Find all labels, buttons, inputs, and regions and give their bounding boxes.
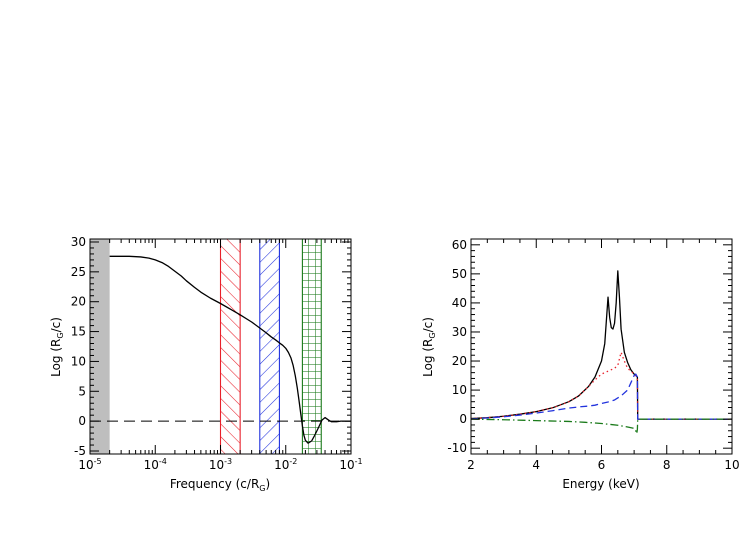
right-plot-frame <box>470 238 733 455</box>
shaded-band-3 <box>302 239 322 454</box>
y-tick-label-1: 0 <box>78 414 86 428</box>
x-tick-label-2: 6 <box>598 458 606 472</box>
series-line-0 <box>471 270 732 420</box>
y-tick-label-0: -10 <box>447 441 467 455</box>
y-tick-label-3: 10 <box>71 354 86 368</box>
right-x-axis-label: Energy (keV) <box>562 477 639 491</box>
x-tick-label-2: 10-3 <box>209 457 232 472</box>
right-ticks <box>470 239 733 454</box>
left-curves <box>109 255 351 444</box>
series-line-2 <box>471 373 732 420</box>
shaded-band-2 <box>259 239 280 454</box>
y-tick-label-7: 60 <box>452 238 467 252</box>
y-tick-label-5: 40 <box>452 296 467 310</box>
y-tick-label-5: 20 <box>71 295 86 309</box>
right-tick-labels: 2 4 6 8 10 -10 0 10 20 30 40 50 60 <box>447 238 739 472</box>
left-tick-labels: 10-5 10-4 10-3 10-2 10-1 -5 0 5 10 15 20 25 30 <box>71 235 363 472</box>
left-chart: 10-5 10-4 10-3 10-2 10-1 -5 0 5 10 15 20 25 30 Frequ… <box>49 235 363 493</box>
y-tick-label-3: 20 <box>452 354 467 368</box>
y-tick-label-0: -5 <box>74 444 86 458</box>
y-tick-label-4: 15 <box>71 325 86 339</box>
y-tick-label-7: 30 <box>71 235 86 249</box>
right-curves <box>471 270 732 435</box>
y-tick-label-2: 10 <box>452 383 467 397</box>
y-tick-label-1: 0 <box>459 412 467 426</box>
right-y-axis-label: Log (RG/c) <box>421 317 437 377</box>
y-tick-label-4: 30 <box>452 325 467 339</box>
shaded-band-0 <box>90 239 110 454</box>
right-chart: 2 4 6 8 10 -10 0 10 20 30 40 50 60 Energy (keV) Log … <box>421 238 740 491</box>
left-bands <box>90 239 322 454</box>
shaded-band-1 <box>220 239 241 454</box>
x-tick-label-1: 4 <box>532 458 540 472</box>
x-tick-label-0: 2 <box>467 458 475 472</box>
x-tick-label-3: 8 <box>663 458 671 472</box>
left-x-axis-label: Frequency (c/RG) <box>170 477 270 493</box>
left-y-axis-label: Log (RG/c) <box>49 317 65 377</box>
y-tick-label-6: 25 <box>71 265 86 279</box>
x-tick-label-1: 10-4 <box>144 457 167 472</box>
y-tick-label-2: 5 <box>78 384 86 398</box>
x-tick-label-0: 10-5 <box>78 457 101 472</box>
left-ticks <box>89 239 352 454</box>
y-tick-label-6: 50 <box>452 267 467 281</box>
series-line-0 <box>109 255 351 444</box>
x-tick-label-4: 10 <box>724 458 739 472</box>
x-tick-label-4: 10-1 <box>339 457 362 472</box>
series-line-3 <box>471 418 732 435</box>
x-tick-label-3: 10-2 <box>274 457 297 472</box>
